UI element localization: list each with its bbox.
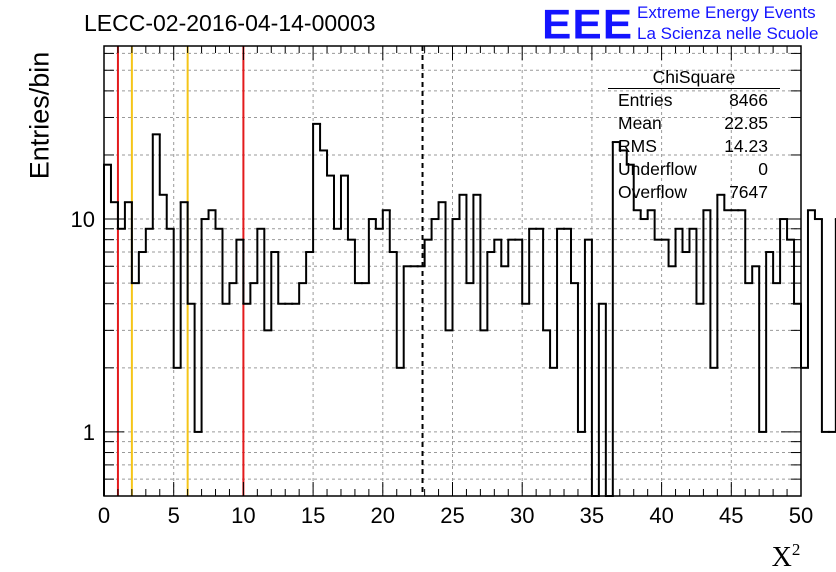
x-axis-label: X2	[772, 540, 801, 572]
x-tick-label: 15	[301, 503, 325, 528]
chart-title: LECC-02-2016-04-14-00003	[84, 10, 376, 36]
stats-row-rms: RMS 14.23	[608, 135, 780, 158]
stats-row-mean: Mean 22.85	[608, 112, 780, 135]
stats-title: ChiSquare	[608, 66, 780, 89]
x-tick-label: 25	[440, 503, 464, 528]
stats-key: Overflow	[618, 182, 688, 202]
stats-row-underflow: Underflow 0	[608, 158, 780, 181]
x-tick-label: 45	[719, 503, 743, 528]
logo-line-2: La Scienza nelle Scuole	[637, 24, 819, 43]
stats-key: Entries	[618, 90, 673, 110]
histogram-bars	[103, 122, 836, 497]
stats-value: 7647	[729, 182, 768, 202]
stats-key: Underflow	[618, 159, 697, 179]
vertical-marker-lines	[116, 46, 424, 496]
stats-box: ChiSquare Entries 8466 Mean 22.85 RMS 14…	[608, 66, 780, 204]
x-tick-label: 30	[510, 503, 534, 528]
x-tick-label: 50	[789, 503, 813, 528]
x-tick-label: 0	[98, 503, 110, 528]
x-tick-label: 5	[168, 503, 180, 528]
axis-ticks	[103, 46, 802, 496]
stats-row-overflow: Overflow 7647	[608, 181, 780, 204]
stats-key: RMS	[618, 136, 657, 156]
stats-key: Mean	[618, 113, 662, 133]
x-tick-label: 40	[649, 503, 673, 528]
stats-value: 22.85	[724, 113, 768, 133]
stats-value: 0	[758, 159, 768, 179]
x-tick-label: 10	[231, 503, 255, 528]
stats-value: 8466	[729, 90, 768, 110]
y-tick-label: 1	[83, 420, 95, 445]
x-tick-label: 20	[371, 503, 395, 528]
y-tick-label: 10	[71, 207, 95, 232]
logo-line-1: Extreme Energy Events	[637, 3, 816, 22]
stats-row-entries: Entries 8466	[608, 89, 780, 112]
x-tick-label: 35	[580, 503, 604, 528]
logo-mark: EEE	[542, 1, 634, 48]
stats-value: 14.23	[724, 136, 768, 156]
tick-labels: 0 5 10 15 20 25 30 35 40 45 50 1 10	[71, 207, 814, 528]
